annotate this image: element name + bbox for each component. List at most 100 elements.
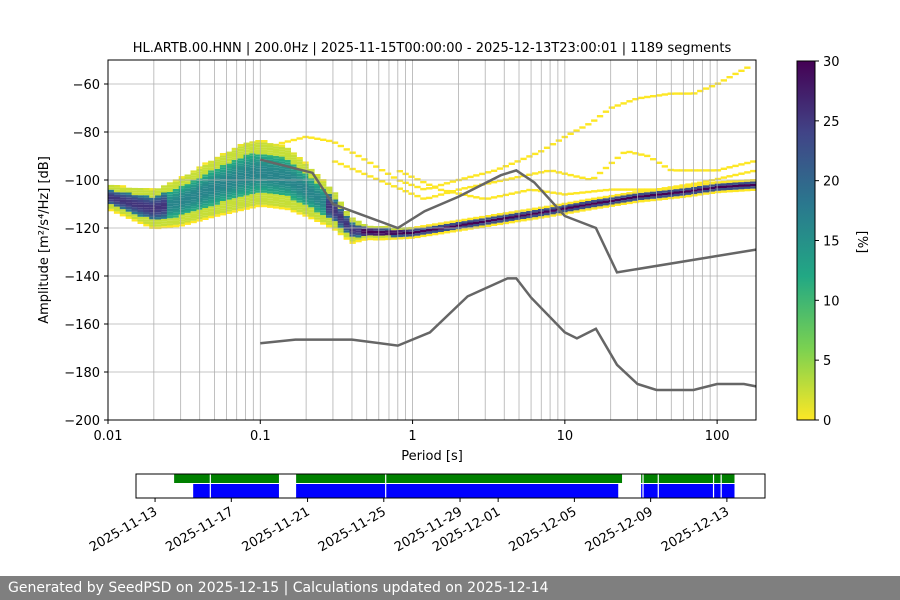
- heatmap-cell: [190, 180, 197, 183]
- heatmap-cell: [320, 210, 327, 213]
- outlier-cell: [614, 188, 621, 191]
- heatmap-cell: [113, 209, 121, 212]
- heatmap-cell: [261, 190, 268, 193]
- heatmap-cell: [296, 166, 303, 169]
- heatmap-cell: [243, 149, 250, 153]
- outlier-cell: [608, 188, 615, 191]
- heatmap-cell: [261, 140, 268, 143]
- heatmap-cell: [432, 225, 439, 229]
- heatmap-cell: [208, 211, 215, 214]
- outlier-cell: [655, 94, 663, 97]
- heatmap-cell: [225, 178, 233, 181]
- outlier-cell: [579, 191, 586, 194]
- heatmap-cell: [267, 174, 274, 177]
- heatmap-cell: [272, 191, 280, 195]
- outlier-cell: [508, 162, 515, 165]
- heatmap-cell: [214, 192, 221, 196]
- outlier-cell: [738, 163, 745, 166]
- heatmap-cell: [738, 186, 745, 190]
- heatmap-cell: [367, 230, 374, 233]
- heatmap-cell: [278, 156, 286, 159]
- heatmap-cell: [314, 198, 321, 201]
- heatmap-cell: [296, 183, 303, 186]
- x-tick-label: 1: [408, 429, 416, 444]
- heatmap-cell: [219, 198, 227, 201]
- heatmap-cell: [255, 173, 262, 176]
- heatmap-cell: [190, 216, 197, 219]
- outlier-cell: [343, 148, 350, 151]
- heatmap-cell: [214, 159, 221, 162]
- heatmap-cell: [302, 180, 309, 184]
- heatmap-cell: [485, 215, 492, 218]
- heatmap-cell: [172, 203, 180, 206]
- heatmap-cell: [349, 241, 356, 244]
- heatmap-cell: [166, 208, 174, 212]
- heatmap-cell: [178, 195, 185, 198]
- heatmap-cell: [314, 205, 321, 208]
- heatmap-cell: [166, 225, 174, 228]
- colorbar-label: [%]: [854, 231, 869, 254]
- heatmap-cell: [367, 237, 374, 241]
- colorbar-tick-label: 5: [823, 354, 831, 369]
- heatmap-cell: [261, 144, 268, 148]
- heatmap-cell: [237, 165, 244, 168]
- heatmap-cell: [237, 199, 244, 202]
- heatmap-cell: [644, 192, 651, 195]
- heatmap-cell: [543, 210, 551, 213]
- heatmap-cell: [225, 158, 233, 162]
- heatmap-cell: [225, 206, 233, 210]
- heatmap-cell: [467, 224, 474, 228]
- heatmap-cell: [390, 235, 398, 238]
- heatmap-cell: [178, 216, 185, 220]
- heatmap-cell: [355, 227, 362, 231]
- heatmap-cell: [255, 142, 262, 145]
- heatmap-cell: [137, 207, 144, 210]
- heatmap-cell: [143, 219, 150, 222]
- heatmap-cell: [278, 149, 286, 152]
- heatmap-cell: [172, 222, 180, 225]
- heatmap-cell: [714, 190, 722, 194]
- outlier-cell: [331, 160, 339, 163]
- heatmap-cell: [219, 157, 227, 161]
- heatmap-cell: [632, 193, 639, 196]
- heatmap-cell: [249, 203, 256, 207]
- heatmap-cell: [326, 205, 333, 209]
- heatmap-cell: [585, 201, 592, 204]
- heatmap-cell: [290, 200, 297, 203]
- heatmap-cell: [361, 238, 368, 241]
- heatmap-cell: [343, 235, 350, 238]
- heatmap-cell: [249, 196, 256, 199]
- heatmap-cell: [308, 188, 315, 191]
- outlier-cell: [661, 93, 668, 96]
- outlier-cell: [308, 136, 315, 139]
- outlier-cell: [744, 161, 751, 165]
- heatmap-cell: [219, 203, 227, 206]
- heatmap-cell: [237, 144, 244, 147]
- heatmap-cell: [149, 209, 156, 213]
- outlier-cell: [608, 161, 615, 165]
- heatmap-cell: [249, 148, 256, 151]
- heatmap-cell: [178, 188, 185, 191]
- heatmap-cell: [308, 195, 315, 198]
- heatmap-cell: [602, 198, 610, 201]
- heatmap-cell: [166, 223, 174, 226]
- heatmap-cell: [314, 200, 321, 203]
- heatmap-cell: [496, 220, 504, 223]
- outlier-cell: [573, 129, 580, 132]
- heatmap-cell: [284, 200, 291, 203]
- heatmap-cell: [502, 217, 509, 220]
- heatmap-cell: [420, 225, 427, 228]
- outlier-cell: [355, 154, 362, 158]
- heatmap-cell: [155, 205, 162, 208]
- outlier-cell: [573, 175, 580, 178]
- heatmap-cell: [243, 154, 250, 157]
- heatmap-cell: [178, 192, 185, 196]
- heatmap-cell: [284, 162, 291, 165]
- heatmap-cell: [343, 227, 350, 231]
- outlier-cell: [485, 171, 492, 174]
- heatmap-cell: [337, 223, 344, 226]
- heatmap-cell: [190, 206, 197, 209]
- heatmap-cell: [108, 201, 115, 205]
- heatmap-cell: [143, 214, 150, 217]
- heatmap-cell: [219, 181, 227, 185]
